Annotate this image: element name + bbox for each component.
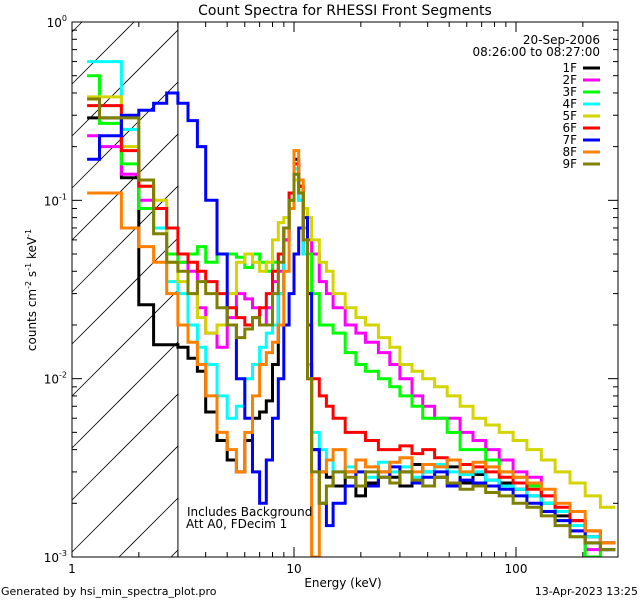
legend-label: 9F: [562, 157, 577, 171]
footer-generated-by: Generated by hsi_min_spectra_plot.pro: [1, 585, 217, 598]
y-tick-label: 10-3: [44, 549, 67, 565]
annotation-background: Includes Background: [187, 505, 312, 519]
hatch-line: [71, 341, 179, 449]
series-9F: [87, 97, 616, 552]
legend-label: 8F: [562, 145, 577, 159]
x-tick-label: 10: [286, 562, 301, 576]
series-group: [87, 60, 616, 557]
hatch-line: [71, 185, 179, 293]
hatch-line: [71, 29, 179, 137]
y-axis-label: counts cm-2 s-1 keV-1: [24, 229, 39, 351]
footer-timestamp: 13-Apr-2023 13:25: [535, 585, 638, 598]
chart-title: Count Spectra for RHESSI Front Segments: [198, 3, 492, 19]
series-5F: [87, 95, 616, 509]
date-label: 20-Sep-2006: [523, 33, 600, 47]
x-tick-label: 100: [505, 562, 528, 576]
hatch-line: [71, 393, 179, 501]
hatch-line: [71, 81, 179, 189]
hatch-line: [118, 497, 179, 558]
legend-label: 5F: [562, 109, 577, 123]
hatch-line: [71, 289, 179, 397]
hatch-line: [71, 445, 179, 553]
hatch-line: [71, 133, 179, 241]
legend-label: 7F: [562, 133, 577, 147]
y-tick-label: 10-2: [44, 371, 67, 387]
x-axis-label: Energy (keV): [304, 576, 381, 590]
series-7F: [87, 91, 616, 552]
series-3F: [87, 74, 616, 557]
annotation-attenuator: Att A0, FDecim 1: [186, 517, 287, 531]
axes: 1 10 100 100 10-1 10-2 10-3: [44, 14, 618, 576]
x-tick-label: 1: [68, 562, 76, 576]
series-8F: [87, 149, 616, 557]
hatch-line: [170, 549, 179, 558]
y-tick-label: 10-1: [44, 192, 67, 208]
legend-label: 1F: [562, 61, 577, 75]
series-1F: [87, 116, 616, 545]
y-tick-label: 100: [47, 14, 67, 30]
time-range-label: 08:26:00 to 08:27:00: [473, 45, 600, 59]
plot-frame: [71, 21, 619, 558]
hatch-line: [71, 237, 179, 345]
legend-label: 2F: [562, 73, 577, 87]
hatch-line: [71, 21, 135, 85]
legend-label: 3F: [562, 85, 577, 99]
legend-label: 6F: [562, 121, 577, 135]
legend-label: 4F: [562, 97, 577, 111]
